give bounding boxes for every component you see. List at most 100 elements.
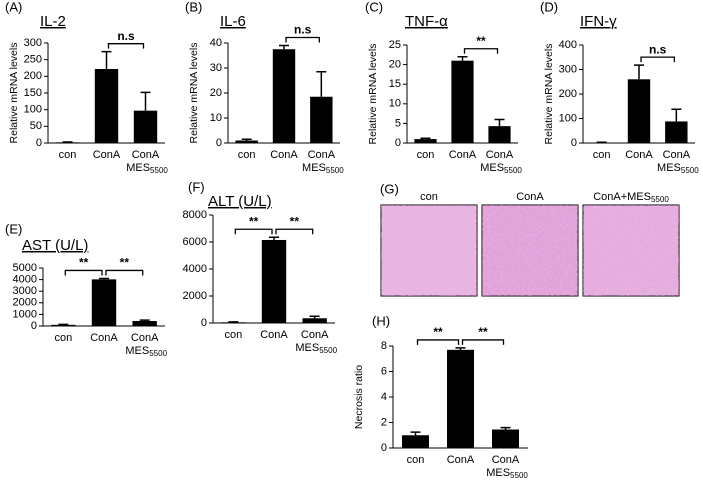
image-label: ConA+MES5500: [593, 191, 669, 204]
x-tick-label: con: [417, 149, 435, 161]
error-bar: [242, 139, 252, 140]
bar: [235, 141, 257, 144]
bar: [95, 69, 118, 143]
significance-bracket: [276, 229, 313, 234]
error-bar: [501, 428, 511, 430]
chart-title: AST (U/L): [22, 237, 88, 254]
x-tick-label: con: [407, 454, 425, 466]
error-bar: [495, 119, 505, 126]
y-tick-label: 2000: [13, 297, 37, 309]
error-bar: [456, 348, 466, 350]
x-tick-label: ConA: [270, 149, 298, 161]
significance-label: **: [478, 325, 488, 339]
x-tick-label: ConA MES5500: [292, 329, 337, 355]
bar: [488, 126, 510, 143]
x-tick-label: ConA MES5500: [654, 149, 699, 175]
y-tick-label: 200: [24, 70, 42, 82]
bar: [92, 279, 116, 326]
y-tick-label: 150: [24, 87, 42, 99]
x-tick-label: con: [238, 149, 256, 161]
panel-label: (G): [380, 181, 399, 196]
error-bar: [634, 65, 644, 79]
x-tick-label: con: [593, 149, 611, 161]
x-tick-label: ConA: [93, 149, 121, 161]
y-axis-label: Relative mRNA levels: [367, 44, 379, 145]
bar: [262, 240, 286, 323]
y-tick-label: 40: [210, 37, 222, 49]
error-bar: [279, 46, 289, 50]
y-tick-label: 3000: [13, 285, 37, 297]
bar: [310, 97, 332, 143]
y-tick-label: 20: [210, 87, 222, 99]
significance-label: **: [290, 214, 300, 228]
y-tick-label: 200: [559, 88, 577, 100]
panel-label: (F): [188, 179, 205, 194]
chart-title: IL-6: [220, 13, 246, 30]
y-tick-label: 50: [30, 120, 42, 132]
error-bar: [671, 109, 681, 121]
y-tick-label: 0: [381, 442, 387, 454]
error-bar: [102, 52, 112, 69]
significance-bracket: [418, 340, 459, 345]
x-tick-label: ConA MES5500: [299, 149, 344, 175]
micrograph-texture: [381, 205, 477, 296]
y-tick-label: 6: [381, 365, 387, 377]
significance-label: **: [79, 256, 89, 270]
bar: [665, 121, 687, 143]
y-tick-label: 4000: [13, 274, 37, 286]
y-axis-label: Necrosis ratio: [353, 365, 365, 429]
significance-bracket: [65, 270, 102, 275]
y-tick-label: 0: [31, 320, 37, 332]
x-tick-label: ConA: [260, 329, 288, 341]
bar: [447, 350, 474, 448]
panel-label: (B): [185, 0, 202, 14]
error-bar: [411, 432, 421, 435]
image-label: ConA: [516, 191, 544, 203]
y-tick-label: 5000: [13, 262, 37, 274]
x-tick-label: ConA MES5500: [483, 454, 528, 478]
bar: [132, 321, 156, 326]
y-tick-label: 10: [389, 98, 401, 110]
error-bar: [458, 57, 468, 61]
panel-label: (D): [540, 0, 558, 14]
bar: [451, 61, 473, 143]
significance-bracket: [641, 57, 674, 62]
significance-bracket: [465, 49, 498, 54]
bar: [628, 79, 650, 143]
x-tick-label: con: [59, 149, 77, 161]
bar: [402, 435, 429, 448]
y-tick-label: 0: [571, 137, 577, 149]
image-label: con: [420, 191, 438, 203]
error-bar: [316, 72, 326, 97]
x-tick-label: ConA: [447, 454, 475, 466]
panel-label: (H): [372, 313, 390, 328]
y-axis-label: Relative mRNA levels: [8, 43, 20, 144]
y-tick-label: 100: [559, 112, 577, 124]
x-tick-label: con: [54, 332, 72, 344]
x-tick-label: ConA: [90, 332, 118, 344]
y-tick-label: 8: [381, 340, 387, 352]
error-bar: [269, 237, 279, 240]
y-tick-label: 0: [201, 317, 207, 329]
error-bar: [141, 92, 151, 110]
micrograph-texture: [482, 205, 578, 296]
chart-title: TNF-α: [405, 13, 448, 30]
panel-label: (A): [5, 0, 22, 14]
significance-label: **: [433, 325, 443, 339]
significance-bracket: [463, 340, 504, 345]
significance-bracket: [106, 270, 143, 275]
y-axis-label: Relative mRNA levels: [188, 43, 200, 144]
y-tick-label: 2: [381, 416, 387, 428]
y-tick-label: 4000: [183, 263, 207, 275]
micrograph-texture: [583, 205, 679, 296]
y-tick-label: 300: [559, 63, 577, 75]
